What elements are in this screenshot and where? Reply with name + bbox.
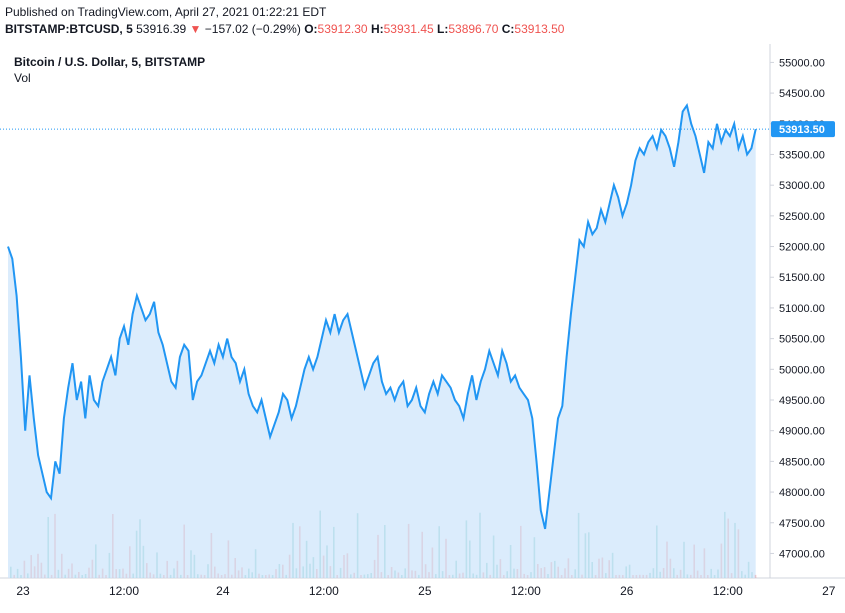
- x-tick-label: 27: [822, 584, 836, 598]
- y-tick-label: 54500.00: [779, 88, 825, 100]
- x-tick-label: 12:00: [511, 584, 541, 598]
- close-value: 53913.50: [514, 22, 565, 36]
- time-axis[interactable]: 23 12:00 24 12:00 25 12:00 26 12:00 27: [16, 584, 835, 598]
- y-tick-label: 52000.00: [779, 242, 825, 254]
- close-label: C:: [501, 22, 515, 36]
- y-tick-label: 53500.00: [779, 149, 825, 161]
- y-tick-label: 51500.00: [779, 272, 825, 284]
- volume-legend-label: Vol: [14, 71, 31, 85]
- y-tick-label: 47000.00: [779, 548, 825, 560]
- y-tick-label: 51000.00: [779, 303, 825, 315]
- last-price-tag-label: 53913.50: [779, 124, 825, 136]
- x-tick-label: 26: [620, 584, 634, 598]
- low-value: 53896.70: [448, 22, 499, 36]
- low-label: L:: [437, 22, 449, 36]
- y-tick-label: 47500.00: [779, 518, 825, 530]
- y-tick-label: 50000.00: [779, 364, 825, 376]
- x-tick-label: 25: [418, 584, 432, 598]
- x-tick-label: 12:00: [713, 584, 743, 598]
- y-tick-label: 49500.00: [779, 395, 825, 407]
- ohlc-bar: BITSTAMP:BTCUSD, 5 53916.39 ▼ −157.02 (−…: [5, 22, 564, 36]
- chart-legend-title: Bitcoin / U.S. Dollar, 5, BITSTAMP: [14, 55, 206, 69]
- x-tick-label: 12:00: [109, 584, 139, 598]
- last-price: 53916.39: [136, 22, 187, 36]
- symbol-label: BITSTAMP:BTCUSD, 5: [5, 22, 133, 36]
- price-area: [8, 105, 756, 579]
- open-value: 53912.30: [317, 22, 368, 36]
- y-tick-label: 53000.00: [779, 180, 825, 192]
- last-price-tag-bg: [771, 121, 835, 138]
- price-line: [7, 102, 757, 530]
- down-arrow-icon: ▼: [189, 22, 202, 36]
- y-tick-label: 49000.00: [779, 426, 825, 438]
- y-tick-label: 52500.00: [779, 211, 825, 223]
- y-tick-label: 55000.00: [779, 57, 825, 69]
- open-label: O:: [304, 22, 318, 36]
- y-tick-label: 48000.00: [779, 487, 825, 499]
- price-change: −157.02 (−0.29%): [204, 22, 301, 36]
- y-tick-label: 50500.00: [779, 334, 825, 346]
- high-label: H:: [370, 22, 384, 36]
- y-tick-label: 48500.00: [779, 456, 825, 468]
- high-value: 53931.45: [383, 22, 434, 36]
- x-tick-label: 12:00: [309, 584, 339, 598]
- x-tick-label: 23: [16, 584, 30, 598]
- published-note: Published on TradingView.com, April 27, …: [5, 5, 327, 19]
- x-tick-label: 24: [216, 584, 230, 598]
- last-price-tag: 53913.50: [771, 121, 835, 138]
